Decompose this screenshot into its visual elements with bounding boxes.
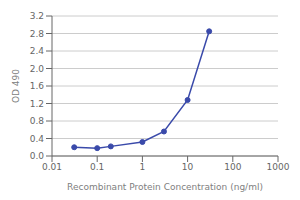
svg-text:1: 1 bbox=[140, 162, 146, 172]
svg-text:3.2: 3.2 bbox=[30, 11, 44, 21]
svg-text:1.6: 1.6 bbox=[30, 81, 45, 91]
svg-text:0.0: 0.0 bbox=[30, 151, 45, 161]
svg-text:2.8: 2.8 bbox=[30, 29, 45, 39]
svg-text:OD 490: OD 490 bbox=[11, 69, 21, 103]
svg-text:0.01: 0.01 bbox=[42, 162, 62, 172]
svg-text:2.0: 2.0 bbox=[30, 64, 45, 74]
svg-text:1.2: 1.2 bbox=[30, 99, 44, 109]
svg-text:Recombinant Protein Concentrat: Recombinant Protein Concentration (ng/ml… bbox=[67, 182, 263, 192]
svg-text:10: 10 bbox=[182, 162, 194, 172]
svg-text:2.4: 2.4 bbox=[30, 46, 45, 56]
svg-text:1000: 1000 bbox=[267, 162, 290, 172]
svg-text:100: 100 bbox=[224, 162, 241, 172]
svg-text:0.8: 0.8 bbox=[30, 116, 45, 126]
svg-text:0.1: 0.1 bbox=[90, 162, 104, 172]
svg-text:0.4: 0.4 bbox=[30, 134, 45, 144]
